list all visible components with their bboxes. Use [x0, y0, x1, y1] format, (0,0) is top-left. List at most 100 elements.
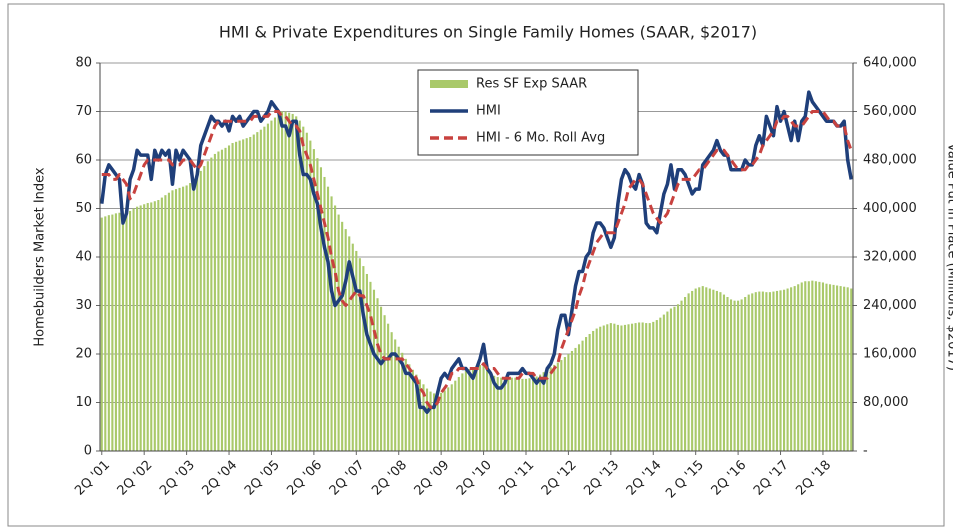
bar — [429, 391, 432, 451]
bar — [319, 167, 323, 451]
bar — [623, 324, 627, 451]
bar — [464, 370, 467, 451]
bar — [164, 195, 167, 451]
bar — [206, 161, 209, 451]
bar — [199, 170, 202, 451]
bar — [486, 369, 489, 451]
bar — [733, 300, 736, 451]
y2-tick-label: 640,000 — [863, 56, 917, 71]
bar — [114, 213, 117, 451]
bar — [192, 179, 195, 451]
bar — [839, 286, 842, 451]
bar — [309, 140, 312, 451]
y2-tick-label: 240,000 — [863, 298, 917, 313]
bar — [539, 374, 542, 451]
bar — [510, 377, 513, 451]
bar — [563, 357, 566, 451]
bar — [737, 300, 740, 451]
bar — [698, 287, 701, 451]
bar — [415, 374, 418, 451]
y2-tick-label: 80,000 — [863, 395, 909, 410]
bar — [634, 323, 637, 451]
y2-tick-label: 400,000 — [863, 201, 917, 216]
bar — [471, 367, 475, 451]
bar — [369, 281, 372, 451]
bar — [376, 298, 379, 451]
bar — [768, 292, 771, 451]
bar — [394, 339, 397, 451]
legend-swatch — [430, 80, 468, 88]
bar — [397, 346, 400, 451]
bar — [507, 378, 510, 451]
bar — [185, 185, 188, 451]
bar — [765, 292, 768, 451]
bar — [478, 364, 482, 451]
bar — [136, 206, 139, 451]
y2-tick-label: 480,000 — [863, 153, 917, 168]
bar — [517, 378, 520, 451]
bar — [747, 294, 750, 451]
line — [101, 110, 853, 409]
bar — [800, 282, 803, 451]
bar — [705, 287, 708, 451]
bar — [450, 384, 453, 451]
bar — [100, 217, 103, 451]
y2-tick-label: 320,000 — [863, 250, 917, 265]
bar — [669, 308, 672, 451]
bar — [843, 286, 846, 451]
bar — [556, 362, 559, 451]
bar — [273, 117, 277, 451]
bar — [546, 369, 549, 451]
bar — [128, 210, 132, 451]
bar — [461, 373, 464, 451]
bar — [132, 208, 135, 451]
bar — [157, 200, 160, 451]
y-tick-label: 70 — [75, 104, 92, 119]
bar — [379, 306, 383, 451]
bar — [496, 377, 499, 451]
bar — [652, 321, 655, 451]
bar — [418, 379, 421, 451]
bar — [542, 372, 545, 451]
bar — [355, 250, 358, 451]
bar — [595, 328, 598, 451]
bar — [425, 388, 429, 451]
y-tick-label: 10 — [75, 395, 92, 410]
bar — [305, 132, 308, 451]
bar — [828, 284, 832, 451]
bar — [655, 320, 658, 451]
bar — [256, 132, 259, 452]
bar — [365, 273, 368, 451]
bar — [440, 392, 443, 451]
y2-tick-label: 560,000 — [863, 104, 917, 119]
bar — [662, 314, 665, 451]
bar — [341, 221, 344, 451]
bar — [846, 287, 849, 451]
bar — [454, 380, 457, 451]
bar — [726, 297, 729, 451]
bar — [532, 377, 535, 451]
bar — [323, 176, 326, 451]
bar — [560, 360, 563, 451]
bar — [189, 183, 192, 451]
bar — [814, 281, 817, 451]
bar — [712, 289, 715, 451]
bar — [383, 315, 386, 451]
bar — [443, 390, 446, 451]
bar — [411, 369, 414, 451]
bar — [836, 285, 839, 451]
bar — [104, 216, 107, 451]
bar — [295, 116, 298, 451]
bar — [577, 344, 581, 451]
bar — [514, 377, 517, 451]
bar — [203, 166, 206, 451]
bar — [641, 322, 644, 451]
bar — [143, 204, 146, 451]
bar — [150, 202, 153, 451]
bar — [334, 205, 337, 451]
bar — [263, 126, 266, 451]
bar — [107, 215, 110, 451]
bar — [645, 323, 648, 451]
bar — [330, 196, 333, 451]
